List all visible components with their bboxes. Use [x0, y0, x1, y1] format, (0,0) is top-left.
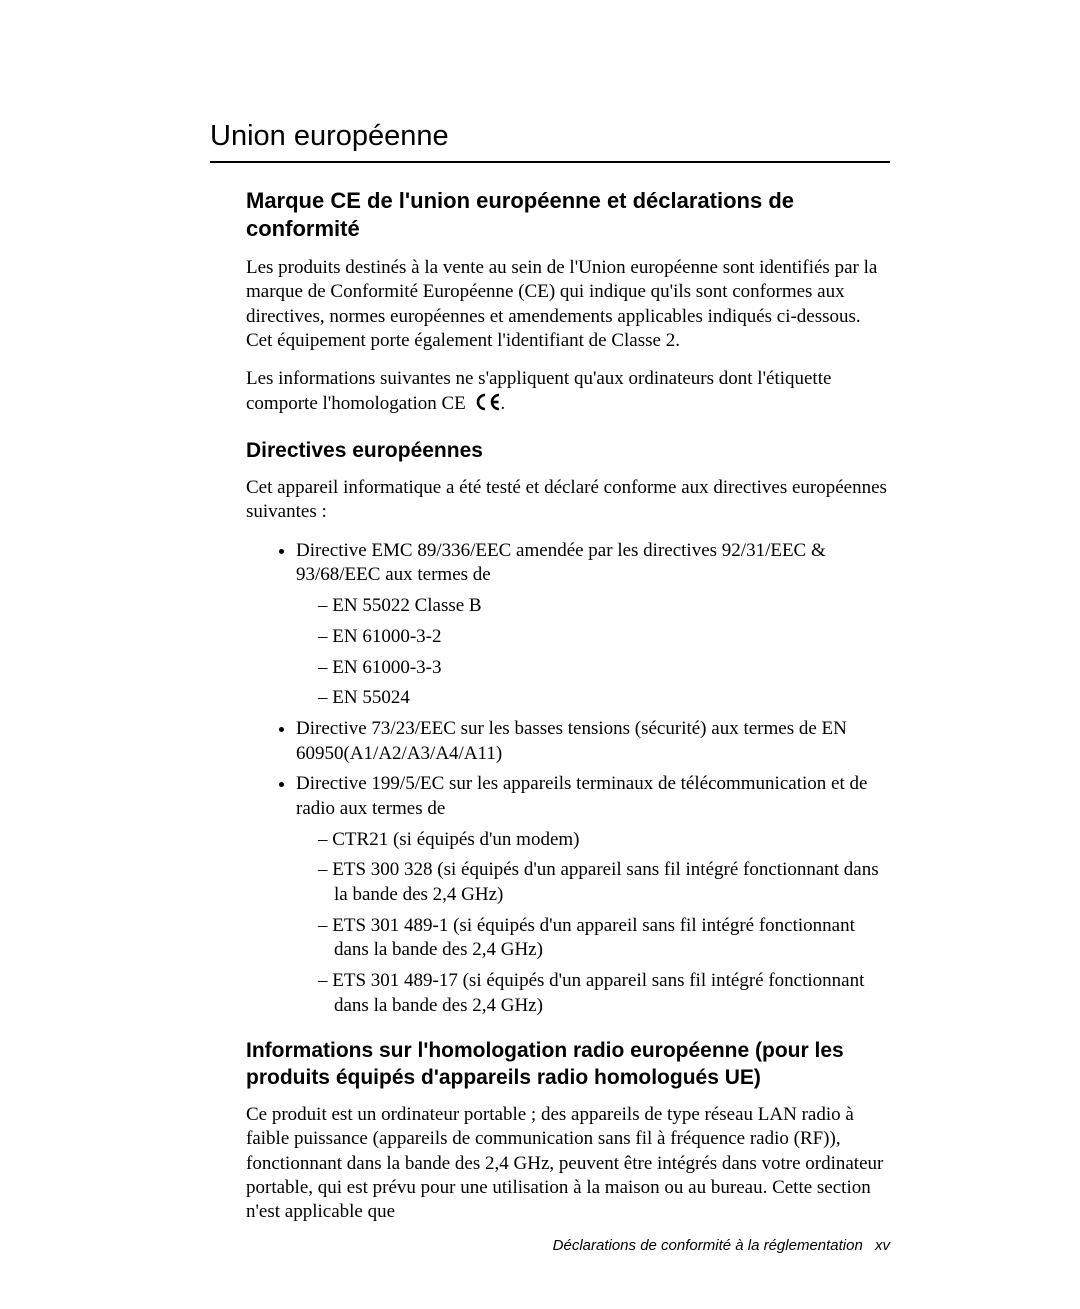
list-item: Directive 73/23/EEC sur les basses tensi… [296, 717, 890, 766]
sub-list-item: EN 55022 Classe B [318, 594, 890, 619]
paragraph: Les produits destinés à la vente au sein… [246, 256, 890, 353]
sub-list: EN 55022 Classe B EN 61000-3-2 EN 61000-… [296, 594, 890, 711]
paragraph: Ce produit est un ordinateur portable ; … [246, 1103, 890, 1225]
section-divider [210, 161, 890, 163]
list-item: Directive EMC 89/336/EEC amendée par les… [296, 539, 890, 711]
sub-list-item: ETS 300 328 (si équipés d'un appareil sa… [318, 858, 890, 907]
heading-ce-mark: Marque CE de l'union européenne et décla… [246, 187, 890, 242]
body-content: Marque CE de l'union européenne et décla… [246, 187, 890, 1225]
sub-list-item: ETS 301 489-1 (si équipés d'un appareil … [318, 914, 890, 963]
paragraph-with-ce-mark: Les informations suivantes ne s'applique… [246, 367, 890, 418]
list-item-text: Directive 199/5/EC sur les appareils ter… [296, 773, 867, 819]
sub-list-item: CTR21 (si équipés d'un modem) [318, 828, 890, 853]
ce-mark-icon [473, 393, 501, 418]
heading-directives: Directives européennes [246, 438, 890, 464]
footer-page-number: xv [875, 1237, 890, 1254]
page-footer: Déclarations de conformité à la réglemen… [553, 1237, 890, 1254]
text-before-ce: Les informations suivantes ne s'applique… [246, 368, 831, 413]
heading-radio-info: Informations sur l'homologation radio eu… [246, 1038, 890, 1091]
sub-list: CTR21 (si équipés d'un modem) ETS 300 32… [296, 828, 890, 1019]
sub-list-item: ETS 301 489-17 (si équipés d'un appareil… [318, 969, 890, 1018]
list-item: Directive 199/5/EC sur les appareils ter… [296, 772, 890, 1018]
section-title: Union européenne [210, 120, 890, 153]
directive-list: Directive EMC 89/336/EEC amendée par les… [246, 539, 890, 1019]
text-after-ce: . [501, 393, 506, 414]
document-page: Union européenne Marque CE de l'union eu… [0, 0, 1080, 1309]
footer-label: Déclarations de conformité à la réglemen… [553, 1237, 863, 1254]
paragraph: Cet appareil informatique a été testé et… [246, 476, 890, 525]
sub-list-item: EN 61000-3-2 [318, 625, 890, 650]
sub-list-item: EN 61000-3-3 [318, 656, 890, 681]
list-item-text: Directive EMC 89/336/EEC amendée par les… [296, 540, 826, 586]
sub-list-item: EN 55024 [318, 686, 890, 711]
